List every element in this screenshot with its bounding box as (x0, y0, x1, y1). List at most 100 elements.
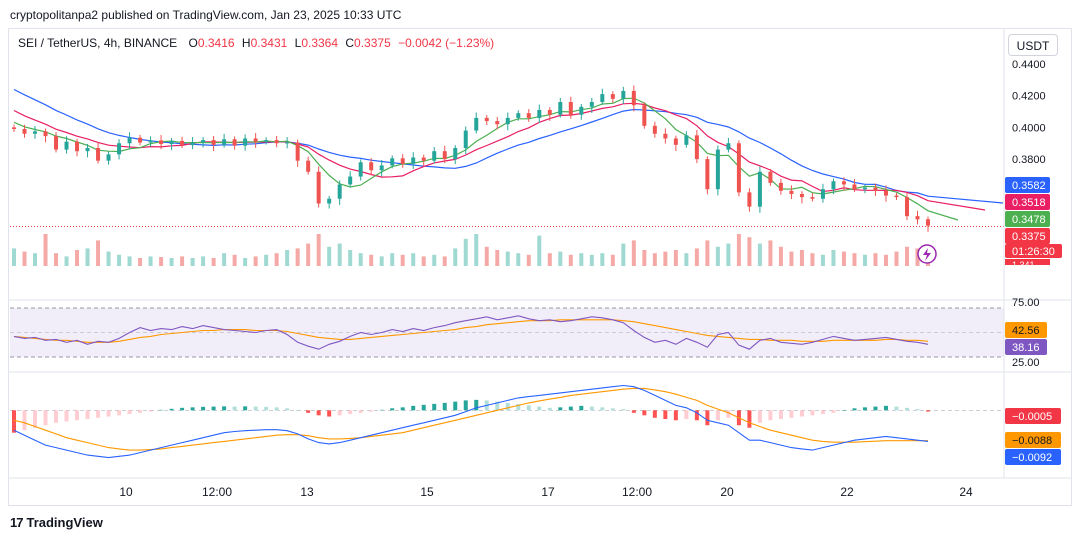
close-value: 0.3375 (354, 36, 391, 50)
macd-histogram-bar (747, 410, 752, 428)
volume-bar (715, 246, 720, 266)
volume-bar (768, 240, 773, 266)
macd-histogram-bar (516, 404, 521, 411)
macd-histogram-bar (169, 408, 174, 411)
macd-histogram-bar (568, 406, 573, 411)
macd-histogram-bar (148, 410, 153, 412)
volume-bar (547, 253, 552, 266)
time-tick-label: 17 (541, 485, 555, 499)
price-axis-label: 0.3518 (1012, 197, 1046, 209)
volume-bar (463, 238, 468, 266)
candle-body (862, 187, 867, 190)
macd-histogram-bar (663, 410, 668, 420)
candle-body (568, 102, 573, 115)
macd-histogram-bar (432, 403, 437, 411)
candle-body (915, 216, 920, 220)
volume-bar (306, 243, 311, 266)
macd-histogram-bar (915, 409, 920, 411)
volume-bar (453, 248, 458, 266)
symbol-legend: SEI / TetherUS, 4h, BINANCE O0.3416 H0.3… (18, 36, 498, 50)
volume-bar (694, 248, 699, 266)
candle-body (873, 187, 878, 191)
macd-histogram-bar (295, 410, 300, 411)
candle-body (537, 109, 542, 118)
open-value: 0.3416 (197, 36, 235, 50)
macd-histogram-bar (726, 410, 731, 418)
time-tick-label: 20 (720, 485, 734, 499)
candle-body (621, 90, 626, 99)
volume-bar (421, 256, 426, 266)
volume-bar (295, 248, 300, 266)
volume-bar (631, 240, 636, 266)
close-label: C (345, 36, 355, 50)
macd-histogram-bar (926, 410, 930, 412)
volume-bar (537, 235, 542, 266)
rsi-tick-label: 25.00 (1012, 357, 1040, 369)
candle-body (852, 184, 857, 190)
volume-axis-label-bg (1005, 259, 1050, 265)
macd-histogram-bar (852, 408, 857, 411)
candle-body (274, 140, 279, 144)
volume-bar (579, 253, 584, 266)
candle-body (642, 105, 647, 126)
volume-bar (243, 258, 248, 266)
macd-histogram-bar (705, 410, 710, 426)
time-tick-label: 12:00 (622, 485, 652, 499)
macd-histogram-bar (327, 410, 332, 417)
volume-bar (400, 254, 405, 266)
high-value: 0.3431 (250, 36, 288, 50)
macd-histogram-bar (190, 407, 195, 411)
volume-bar (621, 243, 626, 266)
volume-bar (873, 253, 878, 266)
macd-histogram-bar (862, 407, 867, 411)
currency-button[interactable]: USDT (1008, 34, 1058, 56)
candle-body (589, 102, 594, 107)
volume-bar (736, 234, 741, 266)
macd-histogram-bar (684, 410, 689, 420)
tradingview-brand[interactable]: 17 TradingView (10, 515, 103, 530)
volume-bar (484, 246, 489, 266)
candle-body (295, 142, 300, 161)
candle-body (663, 133, 668, 139)
price-axis-label-bg (1005, 177, 1050, 193)
candle-body (22, 128, 27, 134)
candle-body (705, 159, 710, 190)
volume-bar (568, 254, 573, 266)
macd-histogram-bar (264, 406, 269, 411)
rsi-value-label-bg (1005, 322, 1047, 338)
macd-histogram-bar (180, 407, 185, 411)
macd-histogram-bar (306, 410, 311, 413)
macd-histogram-bar (400, 407, 405, 411)
macd-histogram-bar (652, 410, 657, 418)
rsi-line (13, 315, 929, 350)
candle-body (190, 142, 195, 146)
time-tick-label: 12:00 (202, 485, 232, 499)
candle-body (54, 136, 59, 150)
volume-bar (684, 253, 689, 266)
candle-body (747, 192, 752, 207)
rsi-value-label: 38.16 (1012, 342, 1040, 354)
price-tick-label: 0.4200 (1012, 91, 1046, 103)
candle-body (631, 90, 636, 106)
macd-histogram-bar (547, 407, 552, 411)
volume-bar (232, 254, 237, 266)
volume-bar (390, 253, 395, 266)
macd-histogram-bar (75, 410, 80, 421)
price-axis-label-bg (1005, 211, 1050, 227)
volume-bar (180, 256, 185, 266)
symbol-name[interactable]: SEI / TetherUS, 4h, BINANCE (18, 36, 178, 50)
candle-body (148, 140, 153, 143)
macd-value-label-bg (1005, 449, 1061, 465)
volume-bar (274, 253, 279, 266)
candle-body (211, 140, 216, 145)
macd-histogram-bar (820, 410, 825, 415)
volume-bar (862, 254, 867, 266)
volume-bar (106, 251, 111, 266)
volume-bar (820, 254, 825, 266)
candle-body (904, 197, 909, 217)
macd-histogram-bar (757, 410, 762, 423)
candle-body (75, 141, 80, 152)
price-tick-label: 0.4000 (1012, 122, 1046, 134)
macd-histogram-bar (348, 410, 353, 415)
